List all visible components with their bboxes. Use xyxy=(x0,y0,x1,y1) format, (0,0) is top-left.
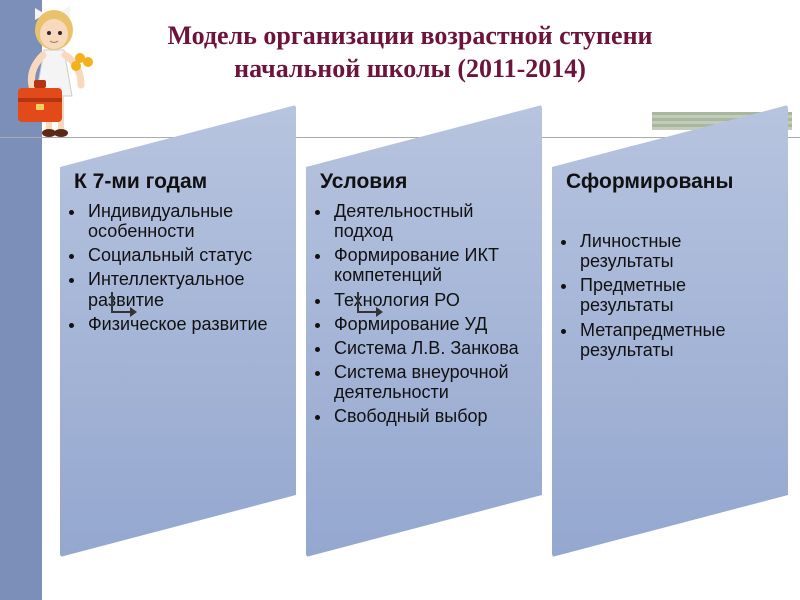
panel-by-7-years: К 7-ми годам Индивидуальные особенности … xyxy=(60,105,296,557)
list-item: Система Л.В. Занкова xyxy=(332,338,530,358)
panel-heading: К 7-ми годам xyxy=(74,170,282,194)
panel-conditions: Условия Деятельностный подход Формирован… xyxy=(306,105,542,557)
list-item: Метапредметные результаты xyxy=(578,320,776,360)
panel-formed-results: Сформированы Личностные результаты Предм… xyxy=(552,105,788,557)
list-item: Предметные результаты xyxy=(578,275,776,315)
list-item: Свободный выбор xyxy=(332,406,530,426)
arrow-connector-icon xyxy=(108,290,138,334)
panel-heading: Сформированы xyxy=(566,170,774,194)
panel-list: Личностные результаты Предметные результ… xyxy=(578,231,776,364)
arrow-connector-icon xyxy=(354,290,384,334)
panels-row: К 7-ми годам Индивидуальные особенности … xyxy=(60,105,780,585)
title-line-2: начальной школы (2011-2014) xyxy=(234,54,586,83)
panel-heading: Условия xyxy=(320,170,528,194)
page-title: Модель организации возрастной ступени на… xyxy=(90,20,730,85)
list-item: Индивидуальные особенности xyxy=(86,201,284,241)
list-item: Формирование ИКТ компетенций xyxy=(332,245,530,285)
list-item: Личностные результаты xyxy=(578,231,776,271)
title-line-1: Модель организации возрастной ступени xyxy=(167,21,652,50)
list-item: Деятельностный подход xyxy=(332,201,530,241)
list-item: Социальный статус xyxy=(86,245,284,265)
list-item: Система внеурочной деятельности xyxy=(332,362,530,402)
